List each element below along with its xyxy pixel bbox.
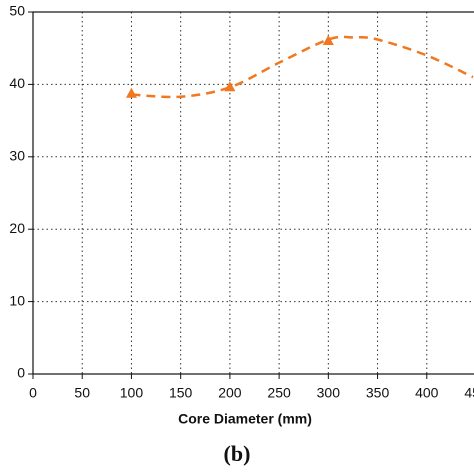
x-tick-label: 150 (169, 385, 193, 401)
x-tick-label: 350 (366, 385, 390, 401)
y-tick-label: 40 (9, 75, 25, 91)
x-tick-label: 300 (317, 385, 341, 401)
y-tick-label: 0 (17, 365, 25, 381)
fit-line (131, 35, 474, 99)
x-tick-label: 50 (74, 385, 90, 401)
y-tick-label: 30 (9, 148, 25, 164)
y-tick-label: 50 (9, 3, 25, 19)
x-tick-label: 0 (29, 385, 37, 401)
plot-frame (32, 11, 474, 375)
x-tick-label: 250 (267, 385, 291, 401)
x-tick-label: 200 (218, 385, 242, 401)
x-axis-label: Core Diameter (mm) (178, 411, 312, 427)
x-tick-label: 100 (120, 385, 144, 401)
y-tick-label: 10 (9, 292, 25, 308)
y-tick-label: 20 (9, 220, 25, 236)
x-tick-label: 450 (464, 385, 474, 401)
data-point (322, 34, 334, 45)
x-tick-label: 400 (415, 385, 439, 401)
caption: (b) (224, 441, 251, 466)
data-point (125, 87, 137, 98)
